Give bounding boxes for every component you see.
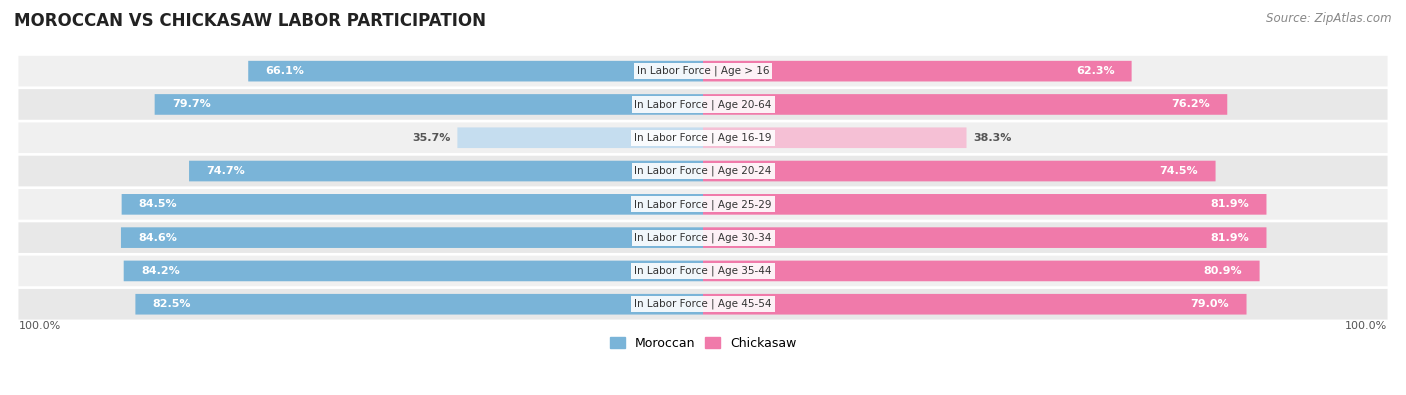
Text: Source: ZipAtlas.com: Source: ZipAtlas.com: [1267, 12, 1392, 25]
Text: 62.3%: 62.3%: [1076, 66, 1115, 76]
Text: 76.2%: 76.2%: [1171, 100, 1211, 109]
FancyBboxPatch shape: [703, 161, 1216, 181]
Text: 82.5%: 82.5%: [153, 299, 191, 309]
FancyBboxPatch shape: [18, 156, 1388, 186]
Text: In Labor Force | Age 25-29: In Labor Force | Age 25-29: [634, 199, 772, 210]
FancyBboxPatch shape: [18, 189, 1388, 220]
Text: In Labor Force | Age 35-44: In Labor Force | Age 35-44: [634, 266, 772, 276]
FancyBboxPatch shape: [18, 289, 1388, 320]
Text: 81.9%: 81.9%: [1211, 233, 1250, 243]
Text: 79.7%: 79.7%: [172, 100, 211, 109]
Text: 35.7%: 35.7%: [412, 133, 450, 143]
Text: 84.6%: 84.6%: [138, 233, 177, 243]
FancyBboxPatch shape: [135, 294, 703, 314]
FancyBboxPatch shape: [18, 122, 1388, 153]
Text: In Labor Force | Age > 16: In Labor Force | Age > 16: [637, 66, 769, 76]
Text: 100.0%: 100.0%: [1346, 321, 1388, 331]
FancyBboxPatch shape: [155, 94, 703, 115]
FancyBboxPatch shape: [703, 294, 1247, 314]
FancyBboxPatch shape: [703, 261, 1260, 281]
FancyBboxPatch shape: [703, 194, 1267, 214]
Text: MOROCCAN VS CHICKASAW LABOR PARTICIPATION: MOROCCAN VS CHICKASAW LABOR PARTICIPATIO…: [14, 12, 486, 30]
Text: 80.9%: 80.9%: [1204, 266, 1243, 276]
Text: 66.1%: 66.1%: [266, 66, 304, 76]
FancyBboxPatch shape: [121, 227, 703, 248]
Text: 81.9%: 81.9%: [1211, 199, 1250, 209]
Text: In Labor Force | Age 20-64: In Labor Force | Age 20-64: [634, 99, 772, 110]
Text: 100.0%: 100.0%: [18, 321, 60, 331]
FancyBboxPatch shape: [457, 128, 703, 148]
Text: In Labor Force | Age 30-34: In Labor Force | Age 30-34: [634, 232, 772, 243]
Text: In Labor Force | Age 16-19: In Labor Force | Age 16-19: [634, 132, 772, 143]
Text: In Labor Force | Age 45-54: In Labor Force | Age 45-54: [634, 299, 772, 309]
Text: 84.2%: 84.2%: [141, 266, 180, 276]
Text: In Labor Force | Age 20-24: In Labor Force | Age 20-24: [634, 166, 772, 176]
FancyBboxPatch shape: [18, 56, 1388, 87]
FancyBboxPatch shape: [703, 94, 1227, 115]
FancyBboxPatch shape: [18, 222, 1388, 253]
FancyBboxPatch shape: [188, 161, 703, 181]
Text: 84.5%: 84.5%: [139, 199, 177, 209]
FancyBboxPatch shape: [703, 128, 966, 148]
FancyBboxPatch shape: [703, 61, 1132, 81]
Text: 74.5%: 74.5%: [1160, 166, 1198, 176]
Text: 74.7%: 74.7%: [207, 166, 245, 176]
FancyBboxPatch shape: [18, 256, 1388, 286]
FancyBboxPatch shape: [703, 227, 1267, 248]
Legend: Moroccan, Chickasaw: Moroccan, Chickasaw: [605, 331, 801, 355]
FancyBboxPatch shape: [124, 261, 703, 281]
FancyBboxPatch shape: [249, 61, 703, 81]
FancyBboxPatch shape: [122, 194, 703, 214]
Text: 79.0%: 79.0%: [1191, 299, 1229, 309]
Text: 38.3%: 38.3%: [973, 133, 1012, 143]
FancyBboxPatch shape: [18, 89, 1388, 120]
